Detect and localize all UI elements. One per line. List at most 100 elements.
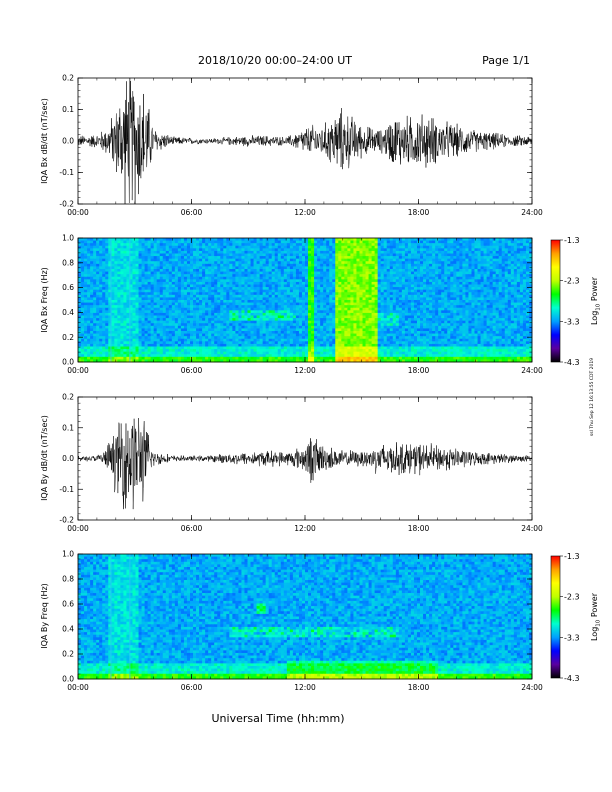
spectrogram-cell <box>510 284 515 288</box>
spectrogram-cell <box>280 253 285 257</box>
spectrogram-cell <box>217 292 221 296</box>
spectrogram-cell <box>353 312 357 316</box>
spectrogram-cell <box>365 261 369 265</box>
spectrogram-cell <box>99 318 103 322</box>
spectrogram-cell <box>468 300 472 303</box>
spectrogram-cell <box>283 256 288 260</box>
spectrogram-cell <box>341 271 345 275</box>
spectrogram-cell <box>177 310 182 314</box>
spectrogram-cell <box>238 292 242 296</box>
spectrogram-cell <box>250 307 254 311</box>
spectrogram-cell <box>468 245 472 249</box>
spectrogram-cell <box>211 266 215 270</box>
spectrogram-cell <box>238 256 242 260</box>
spectrogram-cell <box>380 292 385 296</box>
spectrogram-cell <box>180 302 185 306</box>
spectrogram-cell <box>81 297 85 301</box>
spectrogram-cell <box>347 248 351 252</box>
spectrogram-cell <box>516 312 521 316</box>
spectrogram-cell <box>311 292 315 296</box>
spectrogram-cell <box>96 318 100 322</box>
spectrogram-cell <box>429 250 433 254</box>
spectrogram-cell <box>504 300 509 303</box>
spectrogram-cell <box>314 289 318 293</box>
spectrogram-cell <box>235 307 239 311</box>
spectrogram-cell <box>347 240 351 244</box>
spectrogram-cell <box>383 287 388 291</box>
spectrogram-cell <box>159 240 164 244</box>
spectrogram-cell <box>416 248 421 252</box>
spectrogram-cell <box>341 279 345 283</box>
spectrogram-cell <box>432 294 436 298</box>
spectrogram-cell <box>486 289 491 293</box>
spectrogram-cell <box>447 269 451 272</box>
spectrogram-cell <box>486 287 491 291</box>
spectrogram-cell <box>280 276 285 280</box>
spectrogram-cell <box>256 258 260 262</box>
spectrogram-cell <box>507 289 512 293</box>
spectrogram-cell <box>483 248 487 252</box>
spectrogram-cell <box>525 276 530 280</box>
spectrogram-cell <box>380 263 385 267</box>
spectrogram-cell <box>486 274 491 278</box>
spectrogram-cell <box>332 315 336 319</box>
spectrogram-cell <box>186 281 191 285</box>
spectrogram-cell <box>377 271 382 275</box>
spectrogram-cell <box>314 269 318 272</box>
spectrogram-cell <box>513 238 518 241</box>
spectrogram-cell <box>459 315 463 319</box>
spectrogram-cell <box>410 297 415 301</box>
spectrogram-cell <box>465 292 469 296</box>
spectrogram-cell <box>211 256 215 260</box>
spectrogram-cell <box>102 302 106 306</box>
spectrogram-cell <box>220 271 224 275</box>
spectrogram-cell <box>189 263 194 267</box>
spectrogram-cell <box>374 238 379 241</box>
spectrogram-cell <box>289 302 294 306</box>
spectrogram-cell <box>141 263 145 267</box>
spectrogram-cell <box>138 312 142 316</box>
spectrogram-cell <box>280 300 285 303</box>
spectrogram-cell <box>350 274 354 278</box>
spectrogram-cell <box>305 245 309 249</box>
spectrogram-cell <box>193 261 197 265</box>
spectrogram-cell <box>301 294 306 298</box>
spectrogram-cell <box>153 253 158 257</box>
spectrogram-cell <box>120 279 124 283</box>
spectrogram-cell <box>177 320 182 324</box>
spectrogram-cell <box>453 307 457 311</box>
spectrogram-cell <box>389 302 394 306</box>
spectrogram-cell <box>247 320 251 324</box>
spectrogram-cell <box>78 253 82 257</box>
spectrogram-cell <box>347 300 351 303</box>
spectrogram-cell <box>489 269 494 272</box>
spectrogram-cell <box>386 284 391 288</box>
spectrogram-cell <box>525 307 530 311</box>
spectrogram-cell <box>168 310 173 314</box>
spectrogram-cell <box>156 269 161 272</box>
spectrogram-cell <box>359 240 363 244</box>
spectrogram-cell <box>144 248 149 252</box>
spectrogram-cell <box>99 279 103 283</box>
spectrogram-cell <box>111 238 115 241</box>
spectrogram-cell <box>153 281 158 285</box>
spectrogram-cell <box>435 279 439 283</box>
spectrogram-cell <box>165 261 170 265</box>
spectrogram-cell <box>189 315 194 319</box>
spectrogram-cell <box>305 258 309 262</box>
spectrogram-cell <box>423 271 427 275</box>
spectrogram-cell <box>117 245 121 249</box>
spectrogram-cell <box>102 281 106 285</box>
spectrogram-cell <box>84 302 88 306</box>
spectrogram-cell <box>471 269 475 272</box>
spectrogram-cell <box>286 318 291 322</box>
spectrogram-cell <box>271 305 276 309</box>
spectrogram-cell <box>347 315 351 319</box>
spectrogram-cell <box>126 271 130 275</box>
spectrogram-cell <box>341 284 345 288</box>
spectrogram-cell <box>374 256 379 260</box>
spectrogram-cell <box>314 284 318 288</box>
spectrogram-cell <box>447 253 451 257</box>
spectrogram-cell <box>429 240 433 244</box>
spectrogram-cell <box>344 274 348 278</box>
